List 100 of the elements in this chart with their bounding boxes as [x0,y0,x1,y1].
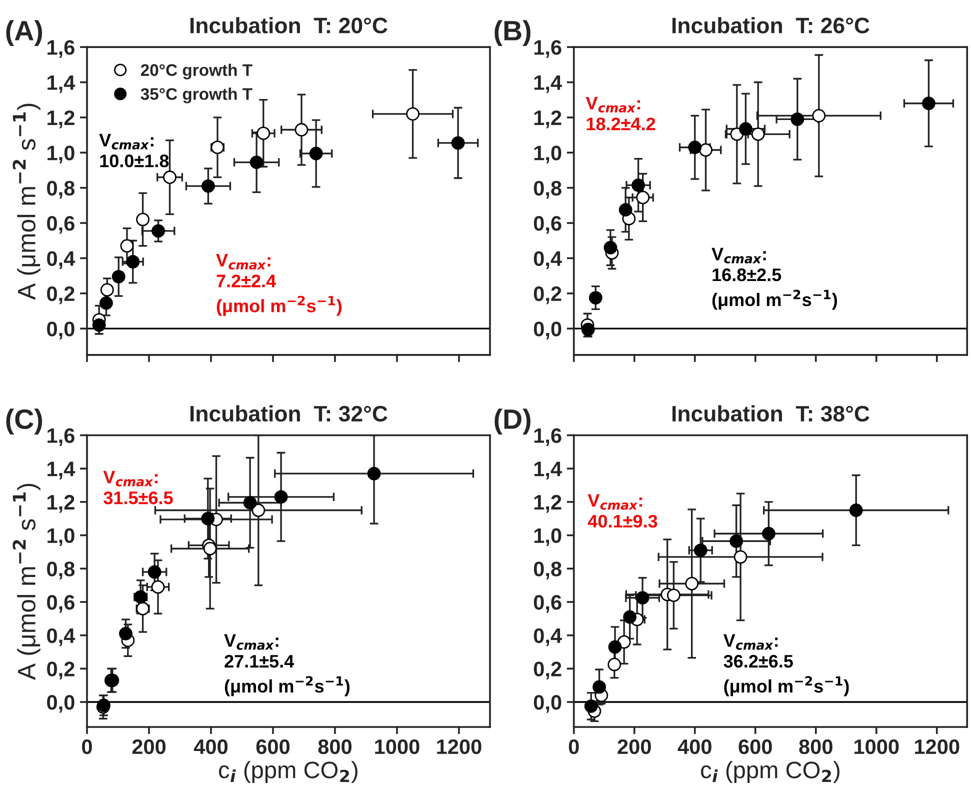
point [730,534,744,548]
legend-label: 35°C growth T [140,88,252,104]
point [274,490,288,504]
text: (D) [494,408,530,435]
point [790,112,804,126]
x-tick-label: 800 [318,739,352,754]
x-tick-label: 600 [256,739,290,754]
point [309,146,323,160]
y-tick-label: 1,0 [48,528,74,546]
x-axis-title: c$_{i}$ (ppm CO$_{2}$) [219,761,358,784]
point [608,658,622,672]
point [367,466,381,480]
point [688,140,702,154]
text: (B) [494,20,530,46]
y-tick-label: 0,0 [47,695,74,713]
y-tick-label: 0,8 [534,562,562,580]
x-tick-label: 0 [82,739,92,754]
point [252,504,266,517]
y-tick-label: 1,6 [48,40,74,58]
x-tick-label: 400 [194,739,228,754]
y-tick-label: 1,4 [534,462,562,480]
x-tick-label: 800 [799,739,832,754]
point [119,626,132,640]
point [636,190,650,204]
y-tick-label: 0,4 [534,628,562,646]
point [201,179,215,193]
point [617,635,631,649]
point [112,270,126,284]
point [126,255,140,268]
y-tick-label: 0,6 [534,216,562,234]
y-tick-label: 0,8 [534,180,562,199]
y-tick-label: 0,2 [534,662,562,680]
y-tick-label: 0,2 [47,286,74,304]
chart-title: Incubation T: 20°C [190,17,388,34]
y-axis-title: A (μmol m$^{−2}$ s$^{−1}$) [12,104,40,300]
point [100,296,113,310]
point [812,108,826,122]
y-tick-label: 1,2 [48,110,74,128]
annotation: V$_{cmax}$: 18.2±4.2 [586,96,656,130]
point [604,240,618,254]
point [666,588,680,602]
x-tick-label: 400 [678,739,712,754]
x-tick-label: 1000 [375,739,420,754]
y-tick-label: 1,4 [534,75,562,94]
y-tick-label: 0,4 [47,251,76,269]
text: V$_{cmax}$: 27.1±5.4 (μmol m$^{−2}$s$^{−1}$) [224,634,350,696]
point [148,565,162,579]
point [243,496,257,510]
annotation: V$_{cmax}$: 31.5±6.5 [103,470,173,504]
chart-title: Incubation T: 38°C [672,405,870,422]
point [451,136,465,150]
point [734,550,748,564]
point [623,610,637,624]
point [250,156,264,170]
y-tick-label: 1,0 [534,528,562,546]
point [618,203,632,217]
x-tick-label: 1200 [915,739,960,754]
point [608,640,622,654]
point [922,96,936,110]
y-tick-label: 0,6 [534,594,562,613]
legend-label: 20°C growth T [140,64,252,80]
y-tick-label: 1,0 [48,146,74,164]
x-tick-label: 200 [618,739,651,754]
y-tick-label: 1,2 [48,494,74,513]
text: V$_{cmax}$: 36.2±6.5 (μmol m$^{−2}$s$^{−1}$) [723,634,849,696]
y-tick-label: 1,2 [534,110,562,128]
annotation: V$_{cmax}$: 10.0±1.8 [99,134,169,168]
y-tick-label: 0,6 [47,216,74,234]
y-axis-title: A (μmol m$^{−2}$ s$^{−1}$) [12,484,40,680]
point [694,544,708,557]
text: V$_{cmax}$: 16.8±2.5 (μmol m$^{−2}$s$^{−1}$) [712,248,837,310]
y-tick-label: 0,8 [47,562,75,580]
y-tick-label: 1,4 [48,462,76,480]
chart-title: Incubation T: 26°C [672,17,870,34]
y-tick-label: 1,0 [534,146,562,164]
point [120,239,134,253]
point [163,170,176,184]
x-tick-label: 1200 [437,739,482,754]
x-tick-label: 1000 [854,739,899,754]
point [738,122,752,136]
text: (C) [6,408,42,435]
point [203,542,217,556]
y-tick-label: 0,2 [47,662,74,680]
y-tick-label: 0,0 [534,322,562,340]
y-tick-label: 1,6 [48,428,74,446]
point [699,143,712,157]
x-tick-label: 200 [132,739,166,754]
x-tick-label: 0 [568,739,579,754]
point [152,224,166,238]
point [406,107,420,121]
point [201,512,215,526]
y-tick-label: 1,6 [534,40,562,58]
point [849,504,863,517]
y-tick-label: 0,6 [47,594,74,613]
y-tick-label: 0,4 [534,251,562,269]
text: V$_{cmax}$: 7.2±2.4 (μmol m$^{−2}$s$^{−1}$) [216,254,342,316]
chart-title: Incubation T: 32°C [190,405,388,422]
x-tick-label: 600 [738,739,772,754]
y-tick-label: 1,4 [48,75,76,94]
point [592,680,606,694]
